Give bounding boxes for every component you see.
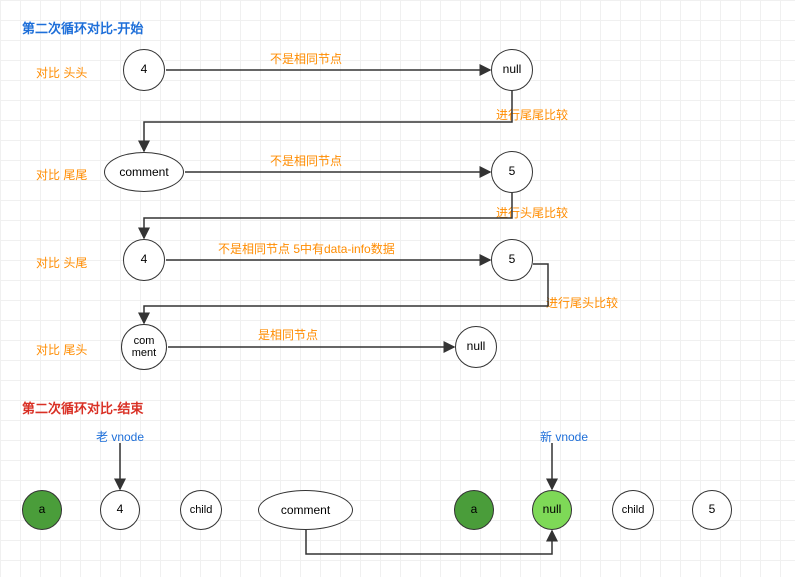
row2-right-node-text: 5 <box>509 165 516 178</box>
row4-left-node: comment <box>121 324 167 370</box>
row1-right-label: 进行尾尾比较 <box>496 106 568 123</box>
row4-right-node: null <box>455 326 497 368</box>
row2-left-node-text: comment <box>119 165 168 179</box>
old-vnode-0: a <box>22 490 62 530</box>
new-vnode-0-text: a <box>471 503 478 516</box>
row2-right-label: 进行头尾比较 <box>496 204 568 221</box>
title-start: 第二次循环对比-开始 <box>22 18 143 37</box>
old-vnode-3: comment <box>258 490 353 530</box>
row3-left-node: 4 <box>123 239 165 281</box>
old-vnode-label: 老 vnode <box>96 428 144 445</box>
new-vnode-label: 新 vnode <box>540 428 588 445</box>
old-vnode-1-text: 4 <box>117 503 124 516</box>
old-vnode-1: 4 <box>100 490 140 530</box>
title-end: 第二次循环对比-结束 <box>22 398 143 417</box>
row2-right-node: 5 <box>491 151 533 193</box>
row4-right-node-text: null <box>467 340 486 353</box>
row3-right-node: 5 <box>491 239 533 281</box>
row1-mid-label: 不是相同节点 <box>270 50 342 67</box>
new-vnode-1: null <box>532 490 572 530</box>
new-vnode-0: a <box>454 490 494 530</box>
row2-left-label: 对比 尾尾 <box>36 166 87 183</box>
old-vnode-2-text: child <box>190 504 213 516</box>
new-vnode-1-text: null <box>543 503 562 516</box>
row3-right-label: 进行尾头比较 <box>546 294 618 311</box>
old-vnode-0-text: a <box>39 503 46 516</box>
row3-mid-label: 不是相同节点 5中有data-info数据 <box>218 240 395 257</box>
row1-left-label: 对比 头头 <box>36 64 87 81</box>
new-vnode-2: child <box>612 490 654 530</box>
row2-left-node: comment <box>104 152 184 192</box>
new-vnode-2-text: child <box>622 504 645 516</box>
row3-left-node-text: 4 <box>141 253 148 266</box>
old-vnode-3-text: comment <box>281 503 330 517</box>
row1-right-node-text: null <box>503 63 522 76</box>
row4-left-label: 对比 尾头 <box>36 341 87 358</box>
row1-left-node: 4 <box>123 49 165 91</box>
row4-mid-label: 是相同节点 <box>258 326 318 343</box>
row2-mid-label: 不是相同节点 <box>270 152 342 169</box>
row1-right-node: null <box>491 49 533 91</box>
row1-left-node-text: 4 <box>141 63 148 76</box>
row4-left-node-text: comment <box>124 335 164 359</box>
new-vnode-3-text: 5 <box>709 503 716 516</box>
new-vnode-3: 5 <box>692 490 732 530</box>
row3-left-label: 对比 头尾 <box>36 254 87 271</box>
row3-right-node-text: 5 <box>509 253 516 266</box>
old-vnode-2: child <box>180 490 222 530</box>
